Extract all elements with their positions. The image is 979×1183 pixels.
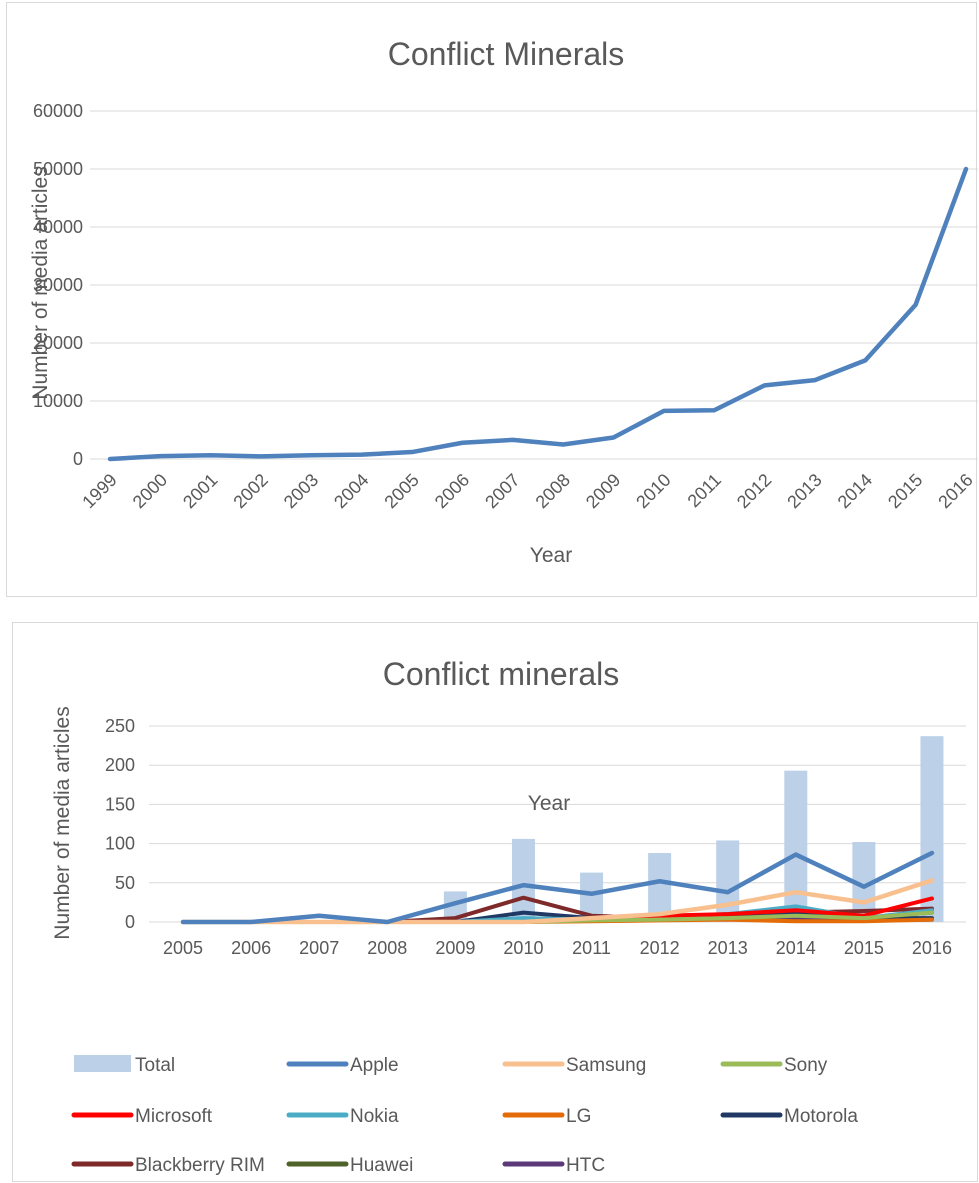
legend: Total Apple Samsung Sony Microsoft Nokia LG Mot… xyxy=(71,1055,858,1176)
total-bar xyxy=(716,840,740,922)
x-tick-label: 2013 xyxy=(708,938,748,958)
total-bar xyxy=(920,736,944,922)
y-tick-label: 60000 xyxy=(33,101,83,121)
x-tick-label: 2001 xyxy=(179,470,221,512)
y-tick-label: 0 xyxy=(73,449,83,469)
x-tick-label: 2008 xyxy=(367,938,407,958)
total-bars xyxy=(443,736,944,922)
legend-label: Total xyxy=(135,1055,175,1076)
total-bar xyxy=(784,770,808,922)
y-axis-label: Number of media articles xyxy=(51,706,74,939)
legend-label: HTC xyxy=(566,1155,605,1176)
series-line xyxy=(107,166,969,462)
x-tick-labels: 1999 2000 2001 2002 2003 2004 2005 2006 2007 2008… xyxy=(78,470,976,512)
x-tick-label: 2005 xyxy=(380,470,422,512)
legend-label: LG xyxy=(566,1106,591,1127)
series-lines xyxy=(107,166,969,462)
y-tick-label: 0 xyxy=(125,912,135,932)
y-tick-label: 20000 xyxy=(33,333,83,353)
y-axis-label: Number of media articles xyxy=(29,166,52,399)
x-tick-label: 2004 xyxy=(330,470,372,512)
total-bar xyxy=(511,838,535,922)
x-tick-label: 2002 xyxy=(229,470,271,512)
y-tick-label: 10000 xyxy=(33,391,83,411)
y-tick-label: 50 xyxy=(115,873,135,893)
x-tick-label: 2010 xyxy=(503,938,543,958)
x-tick-label: 2014 xyxy=(776,938,816,958)
gridlines xyxy=(149,725,966,923)
chart-panel-conflict-minerals-brands: Conflict minerals 0 50 100 150 200 250 2005 20… xyxy=(12,622,978,1182)
legend-label: Apple xyxy=(350,1055,399,1076)
series-line xyxy=(180,850,935,925)
legend-swatch xyxy=(74,1055,131,1072)
series-lines xyxy=(180,850,935,925)
chart-title: Conflict Minerals xyxy=(388,36,625,72)
y-tick-labels: 0 10000 20000 30000 40000 50000 60000 xyxy=(33,101,83,469)
x-tick-label: 2015 xyxy=(844,938,884,958)
x-axis-label: Year xyxy=(528,792,570,815)
total-bar xyxy=(648,853,672,922)
x-tick-label: 2016 xyxy=(934,470,976,512)
y-tick-labels: 0 50 100 150 200 250 xyxy=(105,716,135,932)
chart-title: Conflict minerals xyxy=(383,656,620,692)
y-tick-label: 250 xyxy=(105,716,135,736)
x-tick-label: 2014 xyxy=(834,470,876,512)
legend-label: Sony xyxy=(784,1055,828,1076)
x-tick-labels: 2005 2006 2007 2008 2009 2010 2011 2012 2013 2014… xyxy=(163,938,952,958)
legend-label: Nokia xyxy=(350,1106,399,1127)
series-line xyxy=(180,878,935,925)
chart-panel-conflict-minerals: Conflict Minerals 0 10000 20000 30000 40000 5… xyxy=(6,2,978,597)
x-tick-label: 2015 xyxy=(884,470,926,512)
y-tick-label: 40000 xyxy=(33,217,83,237)
y-tick-label: 100 xyxy=(105,834,135,854)
y-tick-label: 50000 xyxy=(33,159,83,179)
x-tick-label: 2006 xyxy=(431,470,473,512)
x-tick-label: 2013 xyxy=(783,470,825,512)
total-bar xyxy=(580,872,604,922)
legend-label: Motorola xyxy=(784,1106,858,1127)
y-tick-label: 200 xyxy=(105,755,135,775)
x-tick-label: 2006 xyxy=(231,938,271,958)
x-tick-label: 2011 xyxy=(684,470,726,512)
x-tick-label: 2011 xyxy=(572,938,611,958)
legend-label: Huawei xyxy=(350,1155,413,1176)
x-tick-label: 1999 xyxy=(78,470,120,512)
x-tick-label: 2000 xyxy=(129,470,171,512)
legend-label: Blackberry RIM xyxy=(135,1155,265,1176)
x-tick-label: 2016 xyxy=(912,938,952,958)
x-tick-label: 2009 xyxy=(435,938,475,958)
x-tick-label: 2007 xyxy=(299,938,339,958)
line-chart-total: Conflict Minerals 0 10000 20000 30000 40000 5… xyxy=(29,36,978,567)
x-axis-label: Year xyxy=(530,544,572,567)
legend-label: Samsung xyxy=(566,1055,646,1076)
x-tick-label: 2009 xyxy=(582,470,624,512)
x-tick-label: 2010 xyxy=(632,470,674,512)
x-tick-label: 2012 xyxy=(640,938,680,958)
legend-label: Microsoft xyxy=(135,1106,213,1127)
x-tick-label: 2007 xyxy=(481,470,523,512)
x-tick-label: 2003 xyxy=(280,470,322,512)
y-tick-label: 150 xyxy=(105,794,135,814)
y-tick-label: 30000 xyxy=(33,275,83,295)
gridlines xyxy=(90,110,978,460)
x-tick-label: 2008 xyxy=(532,470,574,512)
x-tick-label: 2012 xyxy=(733,470,775,512)
x-tick-label: 2005 xyxy=(163,938,203,958)
